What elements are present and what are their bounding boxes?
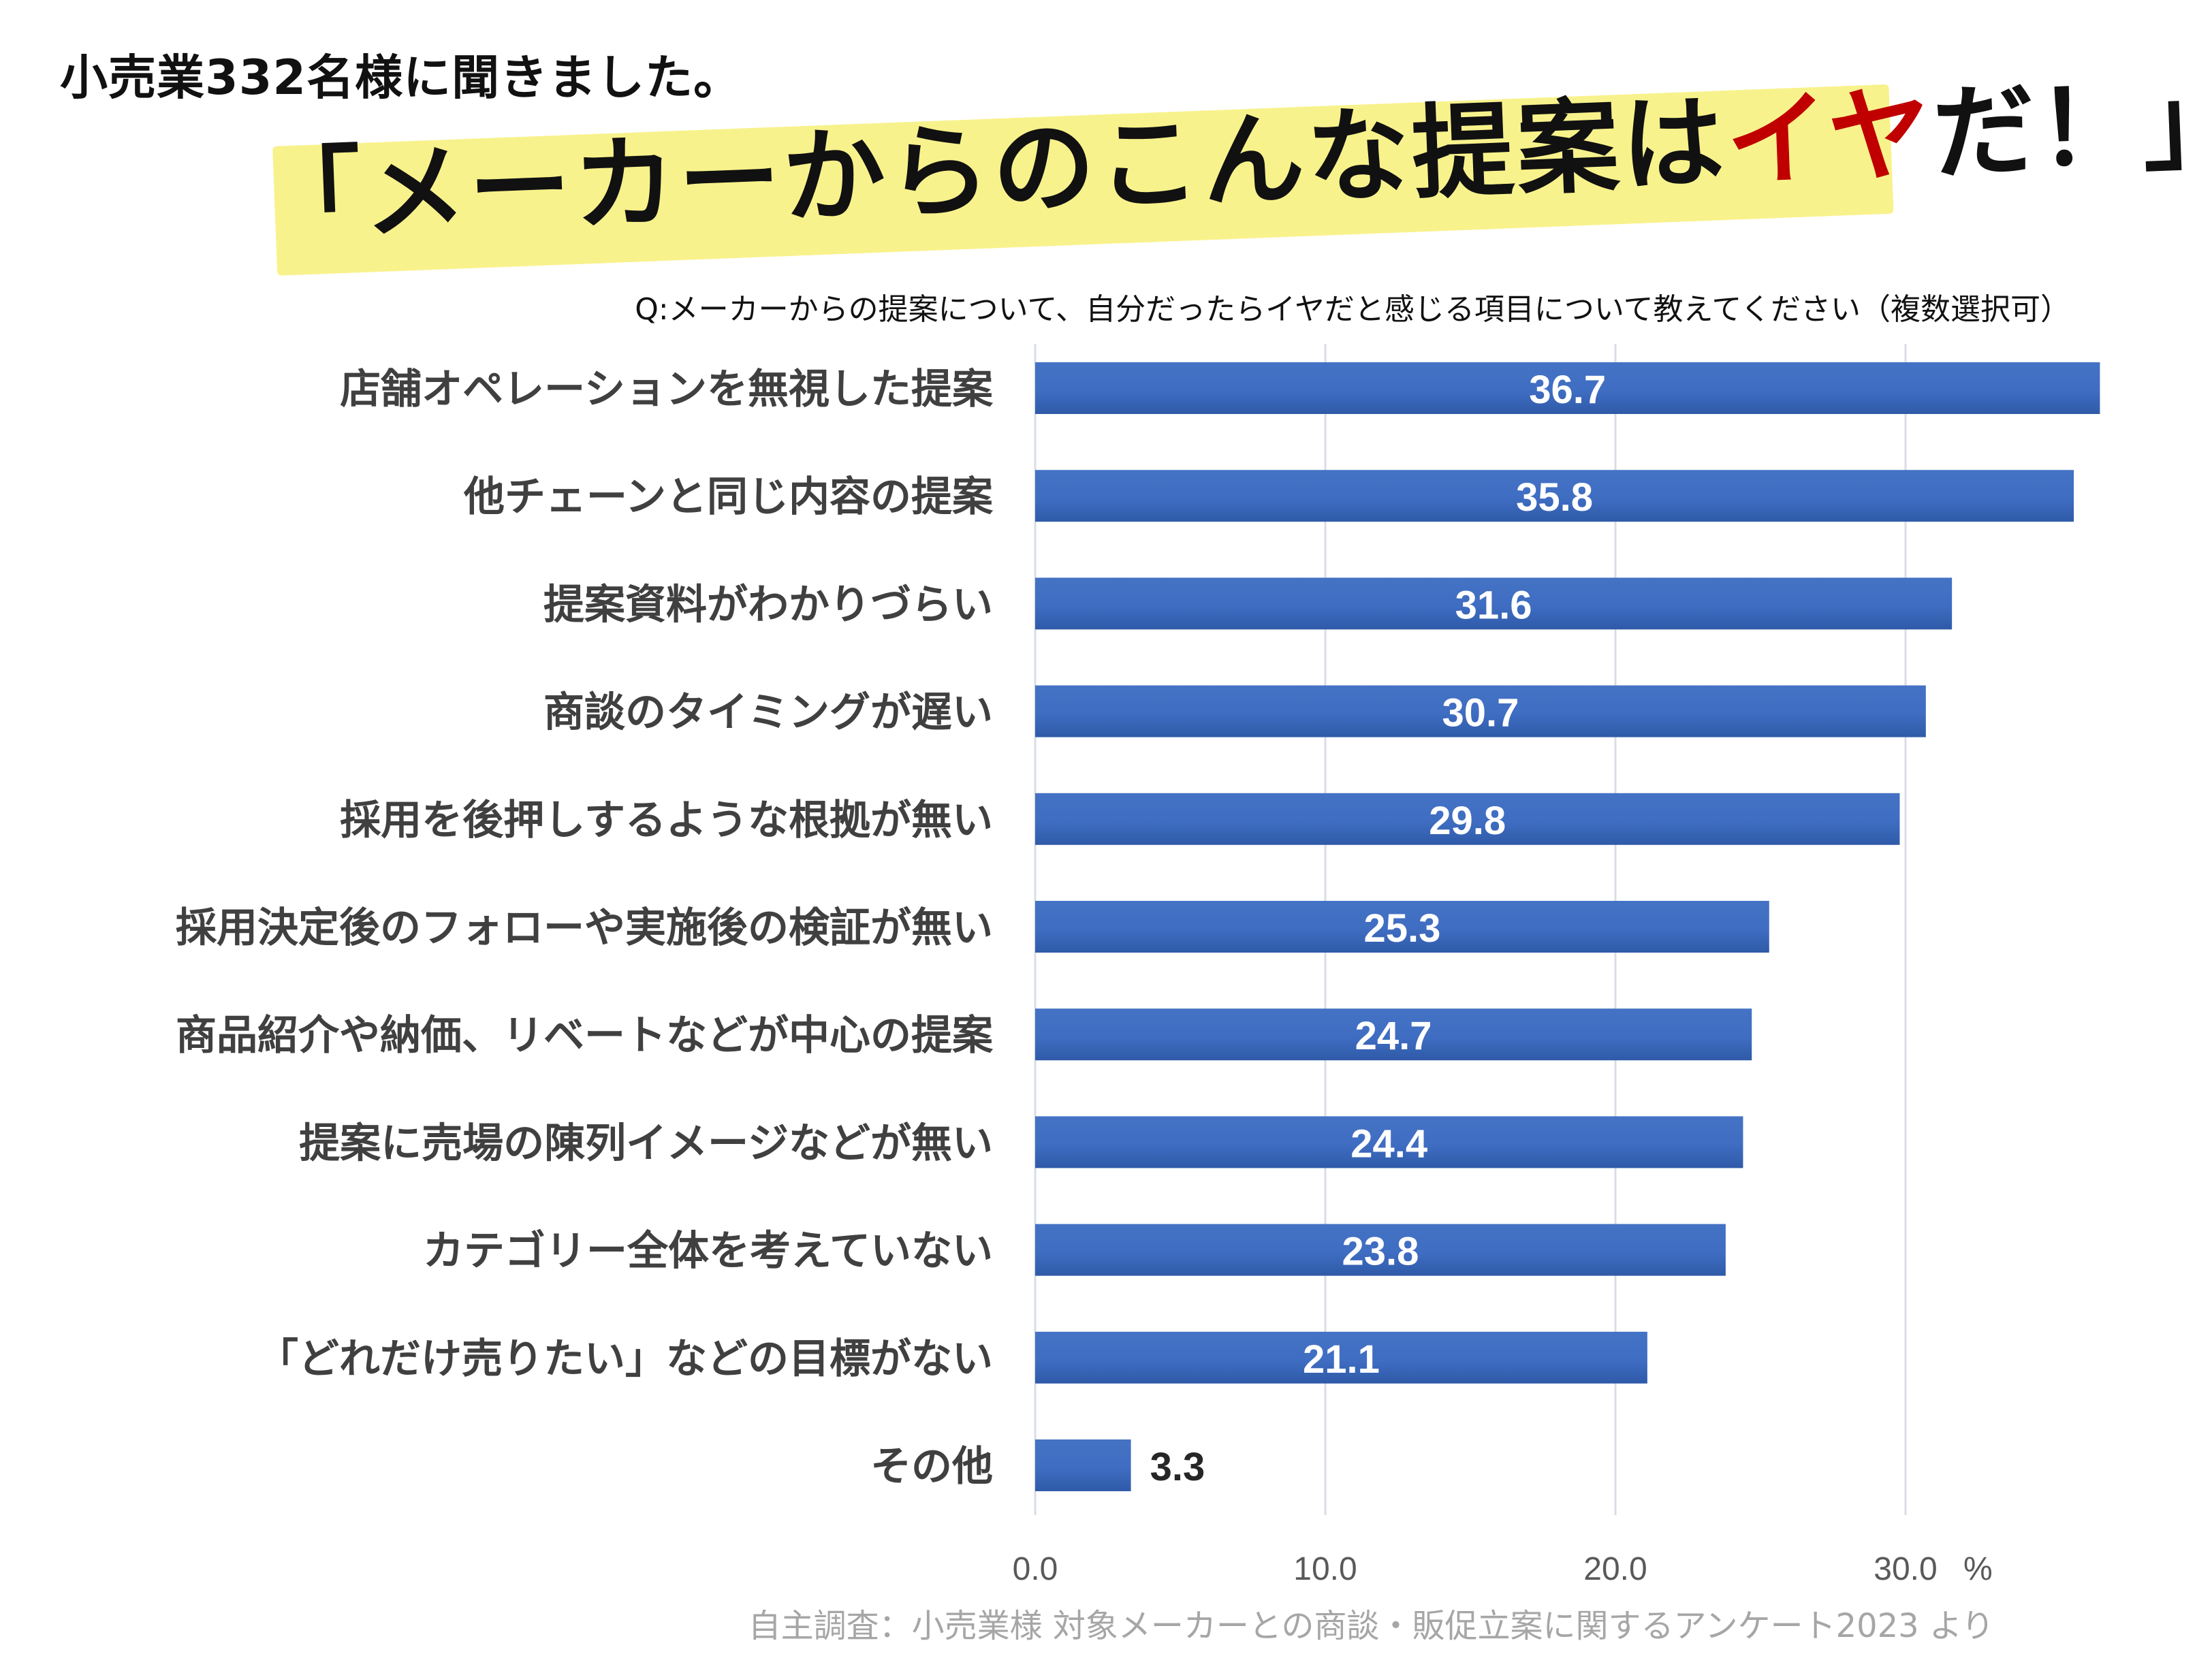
- data-label: 29.8: [1429, 799, 1506, 843]
- x-unit-label: %: [1963, 1551, 1993, 1587]
- category-label: 他チェーンと同じ内容の提案: [463, 473, 994, 521]
- bar: [1035, 577, 1953, 630]
- data-label: 21.1: [1303, 1337, 1380, 1382]
- category-label: カテゴリー全体を考えていない: [423, 1228, 993, 1275]
- data-label: 24.4: [1350, 1121, 1427, 1166]
- data-label: 35.8: [1516, 475, 1593, 520]
- category-label: その他: [870, 1443, 993, 1491]
- category-label: 「どれだけ売りたい」などの目標がない: [257, 1335, 993, 1383]
- bar: [1035, 362, 2100, 414]
- bar: [1035, 793, 1900, 845]
- category-label: 採用決定後のフォローや実施後の検証が無い: [176, 904, 993, 952]
- category-label: 採用を後押しするような根拠が無い: [340, 797, 993, 844]
- category-label: 店舗オペレーションを無視した提案: [340, 366, 994, 413]
- data-label: 30.7: [1442, 691, 1519, 735]
- x-tick-label: 30.0: [1874, 1551, 1937, 1587]
- bar: [1035, 685, 1926, 737]
- data-label: 23.8: [1342, 1230, 1419, 1274]
- category-label: 提案に売場の陳列イメージなどが無い: [299, 1119, 993, 1167]
- bar: [1035, 1331, 1647, 1384]
- bar: [1035, 1116, 1743, 1168]
- category-label: 商談のタイミングが遅い: [543, 689, 993, 737]
- bar: [1035, 1008, 1752, 1061]
- data-label: 25.3: [1363, 906, 1440, 951]
- survey-line: 小売業332名様に聞きました。: [60, 50, 742, 106]
- category-label: 提案資料がわかりづらい: [543, 581, 993, 628]
- bar: [1035, 1224, 1726, 1276]
- data-label: 3.3: [1150, 1445, 1205, 1489]
- data-label: 24.7: [1355, 1014, 1432, 1058]
- x-tick-label: 0.0: [1013, 1551, 1058, 1587]
- data-label: 36.7: [1529, 368, 1606, 412]
- bar: [1035, 901, 1769, 953]
- bar: [1035, 1439, 1131, 1491]
- x-tick-label: 10.0: [1293, 1551, 1357, 1587]
- bar: [1035, 470, 2074, 522]
- x-tick-label: 20.0: [1583, 1551, 1647, 1587]
- category-label: 商品紹介や納価、リベートなどが中心の提案: [176, 1012, 994, 1060]
- data-label: 31.6: [1455, 583, 1532, 627]
- source-note: 自主調査：小売業様 対象メーカーとの商談・販促立案に関するアンケート2023 よ…: [748, 1607, 1994, 1645]
- chart-title: Q:メーカーからの提案について、自分だったらイヤだと感じる項目について教えてくだ…: [635, 292, 2070, 327]
